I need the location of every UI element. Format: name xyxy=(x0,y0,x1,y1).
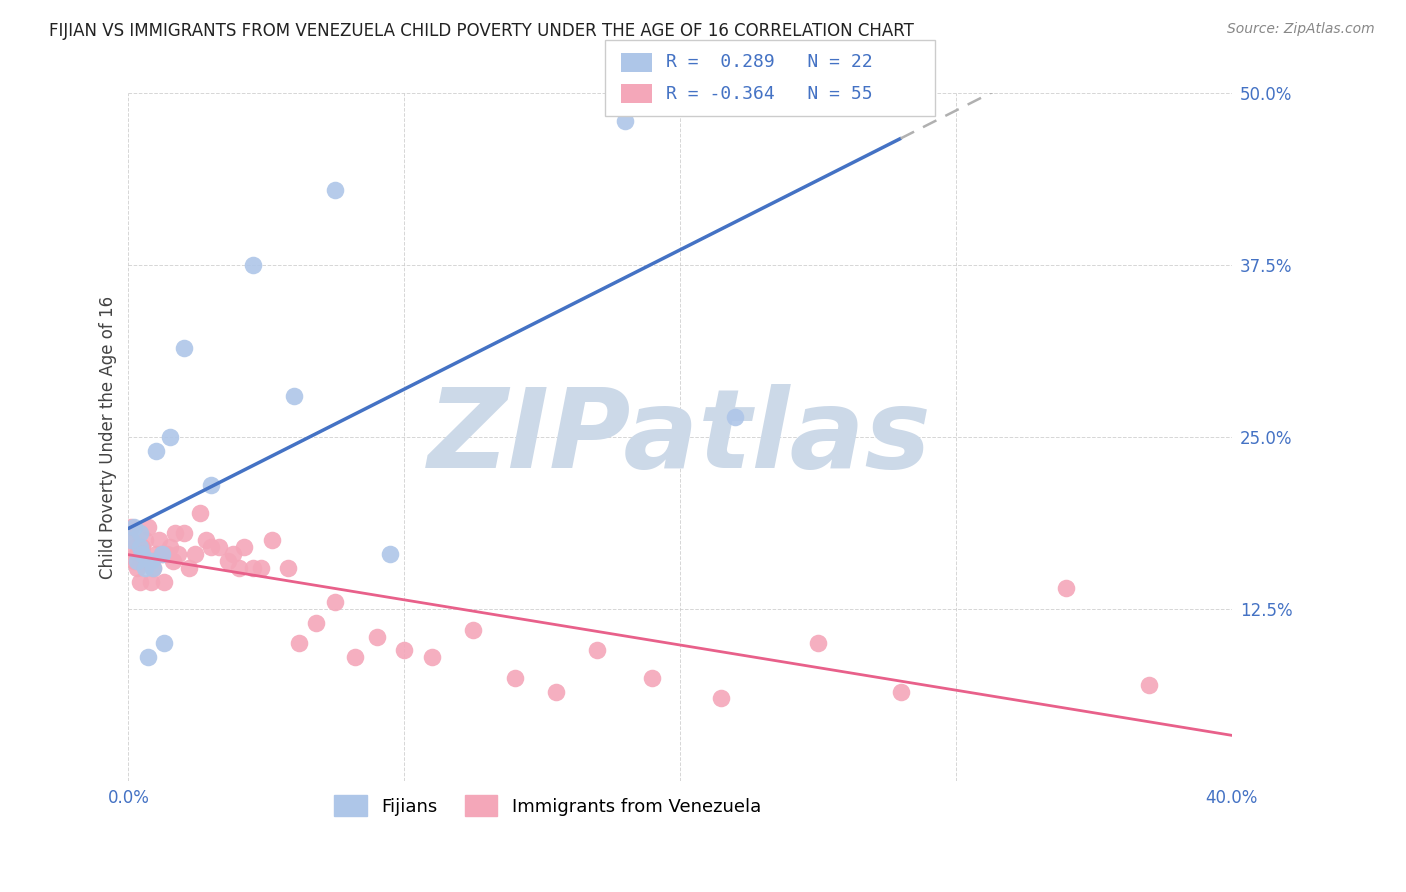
Point xyxy=(167,547,190,561)
Point xyxy=(122,540,145,554)
Point xyxy=(120,533,142,548)
Point xyxy=(125,547,148,561)
Point xyxy=(150,547,173,561)
Point xyxy=(586,643,609,657)
Point xyxy=(159,540,181,554)
Point xyxy=(217,554,239,568)
Point xyxy=(122,554,145,568)
Point xyxy=(613,113,636,128)
Point xyxy=(277,561,299,575)
Point xyxy=(159,430,181,444)
Point xyxy=(380,547,402,561)
Point xyxy=(136,519,159,533)
Y-axis label: Child Poverty Under the Age of 16: Child Poverty Under the Age of 16 xyxy=(100,295,117,579)
Text: ZIPatlas: ZIPatlas xyxy=(429,384,932,491)
Point xyxy=(128,574,150,589)
Point xyxy=(323,595,346,609)
Point xyxy=(145,547,167,561)
Point xyxy=(544,684,567,698)
Point xyxy=(125,554,148,568)
Point xyxy=(208,540,231,554)
Point xyxy=(173,341,195,355)
Point xyxy=(125,561,148,575)
Text: R = -0.364   N = 55: R = -0.364 N = 55 xyxy=(666,85,873,103)
Point xyxy=(807,636,830,650)
Point xyxy=(145,444,167,458)
Point xyxy=(150,547,173,561)
Point xyxy=(173,526,195,541)
Point xyxy=(136,650,159,665)
Point xyxy=(890,684,912,698)
Point xyxy=(288,636,311,650)
Point xyxy=(463,623,485,637)
Point xyxy=(131,554,153,568)
Point xyxy=(142,561,165,575)
Point xyxy=(420,650,443,665)
Point xyxy=(260,533,283,548)
Point xyxy=(188,506,211,520)
Point xyxy=(366,630,388,644)
Point xyxy=(200,478,222,492)
Point xyxy=(120,519,142,533)
Point xyxy=(162,554,184,568)
Point xyxy=(194,533,217,548)
Point xyxy=(242,258,264,272)
Point xyxy=(128,540,150,554)
Point xyxy=(283,389,305,403)
Point xyxy=(200,540,222,554)
Point xyxy=(394,643,416,657)
Point xyxy=(1137,678,1160,692)
Legend: Fijians, Immigrants from Venezuela: Fijians, Immigrants from Venezuela xyxy=(328,789,768,823)
Point xyxy=(139,574,162,589)
Point xyxy=(128,540,150,554)
Point xyxy=(128,526,150,541)
Point xyxy=(139,554,162,568)
Point xyxy=(179,561,201,575)
Point xyxy=(641,671,664,685)
Text: Source: ZipAtlas.com: Source: ZipAtlas.com xyxy=(1227,22,1375,37)
Point xyxy=(305,615,328,630)
Point xyxy=(153,574,176,589)
Point xyxy=(148,533,170,548)
Point xyxy=(343,650,366,665)
Point xyxy=(228,561,250,575)
Point xyxy=(156,547,179,561)
Point xyxy=(120,533,142,548)
Point xyxy=(134,561,156,575)
Point xyxy=(503,671,526,685)
Point xyxy=(222,547,245,561)
Text: R =  0.289   N = 22: R = 0.289 N = 22 xyxy=(666,54,873,71)
Point xyxy=(1054,582,1077,596)
Point xyxy=(165,526,187,541)
Point xyxy=(242,561,264,575)
Text: FIJIAN VS IMMIGRANTS FROM VENEZUELA CHILD POVERTY UNDER THE AGE OF 16 CORRELATIO: FIJIAN VS IMMIGRANTS FROM VENEZUELA CHIL… xyxy=(49,22,914,40)
Point xyxy=(183,547,205,561)
Point xyxy=(134,533,156,548)
Point xyxy=(131,547,153,561)
Point xyxy=(233,540,256,554)
Point xyxy=(323,183,346,197)
Point xyxy=(142,561,165,575)
Point xyxy=(724,409,747,424)
Point xyxy=(153,636,176,650)
Point xyxy=(122,519,145,533)
Point xyxy=(710,691,733,706)
Point xyxy=(250,561,273,575)
Point xyxy=(131,540,153,554)
